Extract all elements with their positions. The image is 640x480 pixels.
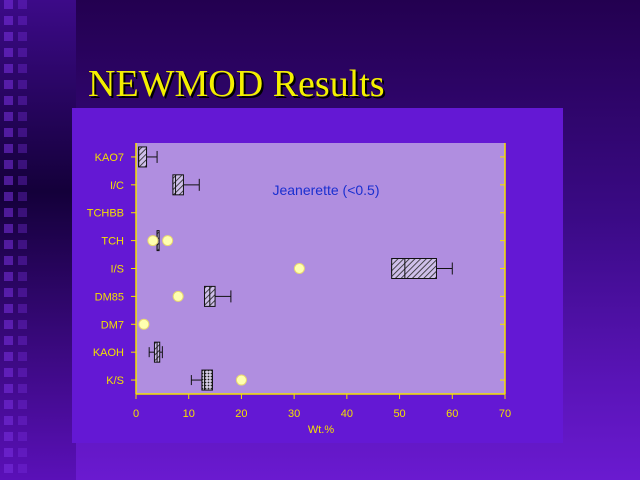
x-tick-label: 30 xyxy=(288,408,300,420)
outlier-point xyxy=(172,290,184,302)
category-label: K/S xyxy=(106,375,124,387)
x-tick-label: 40 xyxy=(341,408,353,420)
category-label: I/S xyxy=(111,264,124,276)
x-tick-label: 20 xyxy=(235,408,247,420)
category-label: KAOH xyxy=(93,347,124,359)
box xyxy=(391,258,437,279)
category-label: DM7 xyxy=(101,319,124,331)
category-label: TCH xyxy=(101,236,124,248)
x-tick-label: 70 xyxy=(499,408,511,420)
x-tick-label: 50 xyxy=(393,408,405,420)
box xyxy=(201,369,213,391)
decor-squares xyxy=(4,0,20,480)
category-label: KAO7 xyxy=(95,152,124,164)
category-label: TCHBB xyxy=(87,208,124,220)
outlier-point xyxy=(147,235,159,247)
x-axis-label: Wt.% xyxy=(308,424,334,436)
x-tick-label: 10 xyxy=(183,408,195,420)
box xyxy=(138,146,148,168)
decor-squares-2 xyxy=(18,0,34,480)
outlier-point xyxy=(138,318,150,330)
outlier-point xyxy=(293,263,305,274)
outlier-point xyxy=(235,374,247,386)
x-tick-label: 0 xyxy=(133,408,139,420)
chart-subtitle: Jeanerette (<0.5) xyxy=(272,182,379,198)
category-label: DM85 xyxy=(95,291,124,303)
outlier-point xyxy=(162,235,174,247)
box xyxy=(172,174,184,196)
category-label: I/C xyxy=(110,180,124,192)
x-tick-label: 60 xyxy=(446,408,458,420)
slide-title: NEWMOD Results xyxy=(88,63,385,105)
